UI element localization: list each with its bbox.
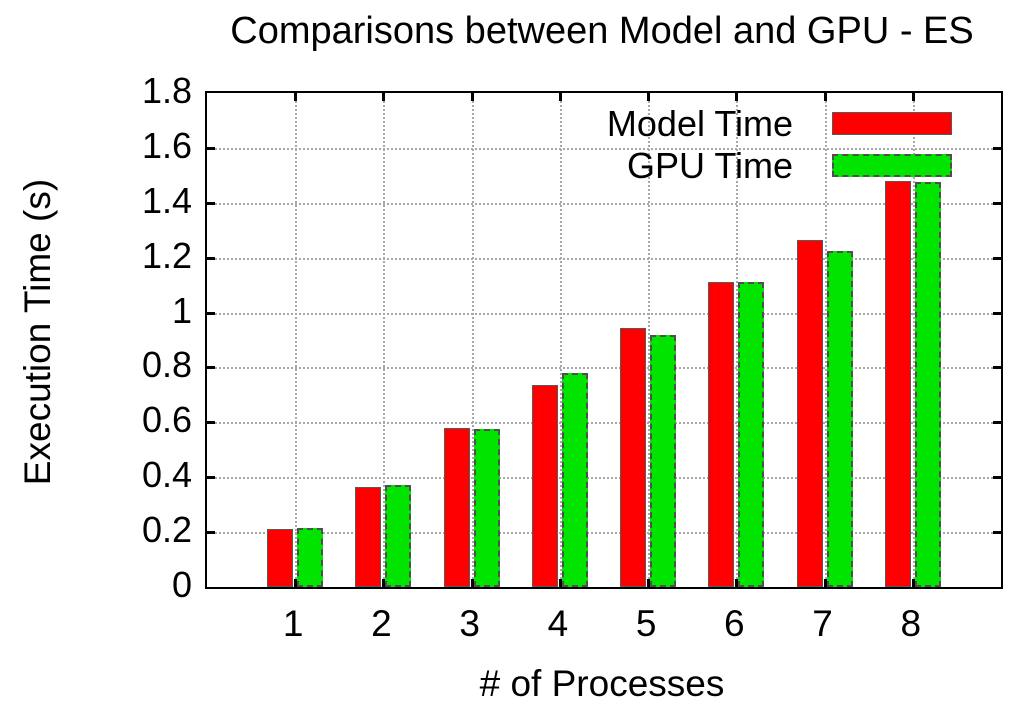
x-tick-mark	[823, 93, 827, 101]
x-tick-label: 2	[371, 603, 392, 644]
x-tick-label: 8	[900, 603, 922, 644]
bar-gpu-time-p8	[914, 182, 941, 587]
y-tick-mark	[993, 201, 1001, 205]
bar-gpu-time-p7	[826, 250, 853, 587]
legend-label-gpu-time: GPU Time	[626, 145, 793, 186]
y-tick-mark	[207, 311, 215, 315]
chart-title: Comparisons between Model and GPU - ES	[230, 10, 974, 52]
y-tick-label: 1.8	[141, 70, 192, 111]
y-tick-mark	[207, 531, 215, 535]
horizontal-gridline	[207, 532, 1001, 535]
horizontal-gridline	[207, 147, 1001, 150]
bar-gpu-time-p6	[738, 282, 765, 587]
bar-gpu-time-p2	[385, 485, 412, 587]
vertical-gridline	[912, 93, 915, 587]
y-tick-mark	[993, 366, 1001, 370]
x-tick-mark	[382, 93, 386, 101]
legend-item-gpu-time: GPU Time	[626, 145, 952, 186]
vertical-gridline	[824, 93, 827, 587]
bar-gpu-time-p3	[473, 429, 500, 587]
y-tick-label: 0.8	[141, 344, 192, 386]
bar-model-time-p2	[355, 486, 382, 587]
horizontal-gridline	[207, 477, 1001, 480]
bar-gpu-time-p1	[297, 528, 324, 587]
x-tick-mark	[911, 93, 915, 101]
y-tick-label: 0.6	[141, 399, 192, 441]
legend-swatch-model-time	[832, 112, 952, 135]
horizontal-gridline	[207, 202, 1001, 205]
horizontal-gridline	[207, 257, 1001, 260]
x-tick-mark	[823, 579, 827, 587]
legend-label-model-time: Model Time	[606, 103, 793, 144]
horizontal-gridline	[207, 312, 1001, 315]
y-tick-label: 1	[171, 289, 192, 331]
x-tick-mark	[911, 579, 915, 587]
bar-model-time-p1	[267, 529, 294, 587]
y-tick-mark	[993, 531, 1001, 535]
legend: Model Time GPU Time	[207, 93, 1001, 587]
x-tick-mark	[470, 579, 474, 587]
x-tick-mark	[735, 93, 739, 101]
bar-model-time-p6	[708, 282, 735, 587]
y-tick-label: 1.6	[141, 124, 192, 166]
legend-swatch-gpu-time	[832, 154, 952, 177]
vertical-gridline	[383, 93, 386, 587]
y-tick-mark	[207, 256, 215, 260]
x-tick-label: 1	[282, 603, 304, 644]
vertical-gridline	[736, 93, 739, 587]
plot-area: Model Time GPU Time	[205, 91, 1003, 589]
legend-item-model-time: Model Time	[606, 103, 952, 144]
bar-model-time-p7	[796, 239, 823, 587]
y-tick-mark	[993, 476, 1001, 480]
y-tick-label: 0	[171, 564, 192, 605]
x-tick-mark	[647, 93, 651, 101]
x-tick-mark	[294, 579, 298, 587]
bar-gpu-time-p4	[561, 372, 588, 587]
vertical-gridline	[295, 93, 298, 587]
y-tick-label: 1.4	[141, 179, 192, 221]
bar-model-time-p5	[620, 327, 647, 587]
x-tick-label: 3	[459, 603, 480, 644]
vertical-gridline	[648, 93, 651, 587]
y-tick-label: 0.4	[141, 454, 192, 496]
x-tick-mark	[294, 93, 298, 101]
x-tick-label: 7	[812, 603, 833, 644]
vertical-gridline	[471, 93, 474, 587]
y-tick-mark	[207, 366, 215, 370]
x-tick-mark	[470, 93, 474, 101]
x-tick-label: 6	[724, 603, 745, 644]
x-tick-mark	[647, 579, 651, 587]
x-tick-mark	[735, 579, 739, 587]
y-tick-mark	[993, 256, 1001, 260]
y-tick-mark	[207, 421, 215, 425]
y-tick-mark	[207, 201, 215, 205]
bar-gpu-time-p5	[650, 334, 677, 587]
y-tick-mark	[993, 311, 1001, 315]
x-axis-label: # of Processes	[479, 663, 725, 704]
x-tick-label: 5	[635, 603, 657, 644]
x-tick-label: 4	[547, 603, 569, 644]
y-tick-mark	[207, 476, 215, 480]
y-axis-label: Execution Time (s)	[17, 178, 58, 486]
y-tick-label: 0.2	[141, 509, 192, 551]
y-tick-mark	[207, 146, 215, 150]
bar-model-time-p8	[884, 180, 911, 587]
y-tick-mark	[993, 146, 1001, 150]
x-tick-mark	[382, 579, 386, 587]
horizontal-gridline	[207, 367, 1001, 370]
bar-model-time-p3	[443, 427, 470, 587]
bar-model-time-p4	[531, 385, 558, 587]
x-tick-mark	[558, 579, 562, 587]
horizontal-gridline	[207, 422, 1001, 425]
y-tick-mark	[993, 421, 1001, 425]
vertical-gridline	[559, 93, 562, 587]
y-tick-label: 1.2	[141, 234, 192, 276]
x-tick-mark	[558, 93, 562, 101]
